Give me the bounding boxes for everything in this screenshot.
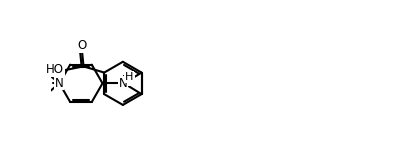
Text: HO: HO — [46, 64, 64, 76]
Text: H: H — [125, 72, 133, 82]
Text: N: N — [55, 77, 64, 90]
Text: N: N — [119, 77, 127, 90]
Text: N: N — [119, 77, 127, 90]
Text: O: O — [77, 39, 86, 52]
Text: H: H — [125, 73, 134, 86]
Text: H: H — [122, 75, 129, 85]
